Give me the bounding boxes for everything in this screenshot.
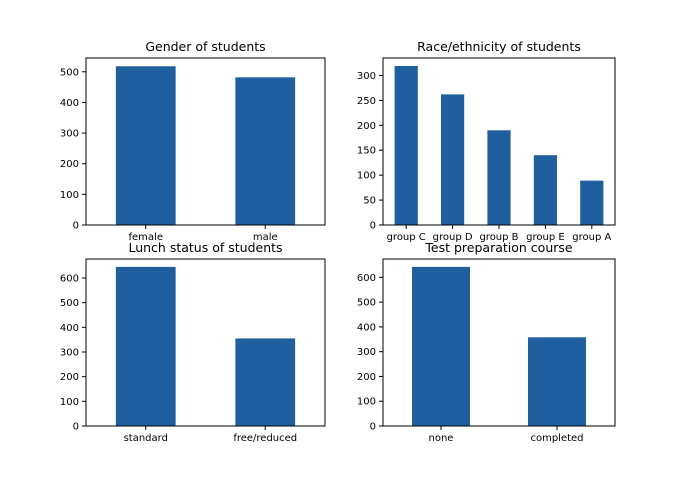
y-tick-label: 400 xyxy=(60,98,79,109)
x-tick-label: standard xyxy=(124,433,168,444)
bar-male xyxy=(235,77,296,225)
y-tick-label: 400 xyxy=(60,323,79,334)
axes-frame xyxy=(382,57,616,226)
y-tick-label: 0 xyxy=(370,422,376,433)
y-tick-label: 200 xyxy=(60,372,79,383)
y-tick-label: 500 xyxy=(60,298,79,309)
chart-panel-2: Race/ethnicity of students group C group D… xyxy=(357,39,616,243)
y-tick-label: 100 xyxy=(357,171,376,182)
y-tick-label: 200 xyxy=(357,121,376,132)
y-tick-label: 300 xyxy=(60,129,79,140)
bar-female xyxy=(115,66,176,225)
bar-group-a xyxy=(580,180,604,225)
x-tick-label: free/reduced xyxy=(233,433,297,444)
y-tick-label: 300 xyxy=(60,347,79,358)
x-tick-label: completed xyxy=(530,433,583,444)
axes-frame xyxy=(85,57,326,226)
bar-none xyxy=(412,266,470,426)
y-tick-label: 300 xyxy=(357,71,376,82)
y-tick-label: 0 xyxy=(370,221,376,232)
x-tick-label: group C xyxy=(387,232,426,243)
bar-group-d xyxy=(441,94,465,225)
y-tick-label: 400 xyxy=(357,322,376,333)
chart-title: Race/ethnicity of students xyxy=(417,39,581,54)
y-tick-label: 0 xyxy=(73,221,79,232)
x-tick-label: female xyxy=(129,232,163,243)
chart-title: Lunch status of students xyxy=(128,240,282,255)
y-tick-label: 100 xyxy=(60,397,79,408)
bar-completed xyxy=(528,337,586,426)
y-tick-label: 300 xyxy=(357,347,376,358)
y-tick-label: 200 xyxy=(357,372,376,383)
y-tick-label: 50 xyxy=(363,196,376,207)
y-tick-label: 200 xyxy=(60,159,79,170)
y-tick-label: 600 xyxy=(357,273,376,284)
x-tick-label: group A xyxy=(572,232,611,243)
y-tick-label: 100 xyxy=(357,397,376,408)
y-tick-label: 500 xyxy=(357,298,376,309)
chart-title: Test preparation course xyxy=(424,240,572,255)
chart-title: Gender of students xyxy=(145,39,265,54)
x-tick-label: group B xyxy=(479,232,518,243)
axes-frame xyxy=(85,258,326,427)
y-tick-label: 150 xyxy=(357,146,376,157)
y-tick-label: 250 xyxy=(357,96,376,107)
bar-group-c xyxy=(394,65,418,225)
axes-frame xyxy=(382,258,616,427)
y-tick-label: 100 xyxy=(60,190,79,201)
x-tick-label: group E xyxy=(526,232,565,243)
bar-standard xyxy=(115,266,176,426)
bar-free-reduced xyxy=(235,338,296,426)
x-tick-label: male xyxy=(253,232,278,243)
chart-panel-4: Test preparation course none completed 0 100… xyxy=(357,240,616,444)
bar-group-e xyxy=(533,155,557,225)
chart-panel-1: Gender of students female male 0 100 200 300 40… xyxy=(60,39,326,243)
bar-group-b xyxy=(487,130,511,225)
y-tick-label: 500 xyxy=(60,67,79,78)
y-tick-label: 600 xyxy=(60,273,79,284)
y-tick-label: 0 xyxy=(73,422,79,433)
x-tick-label: none xyxy=(429,433,454,444)
x-tick-label: group D xyxy=(433,232,473,243)
chart-panel-3: Lunch status of students standard free/red… xyxy=(60,240,326,444)
